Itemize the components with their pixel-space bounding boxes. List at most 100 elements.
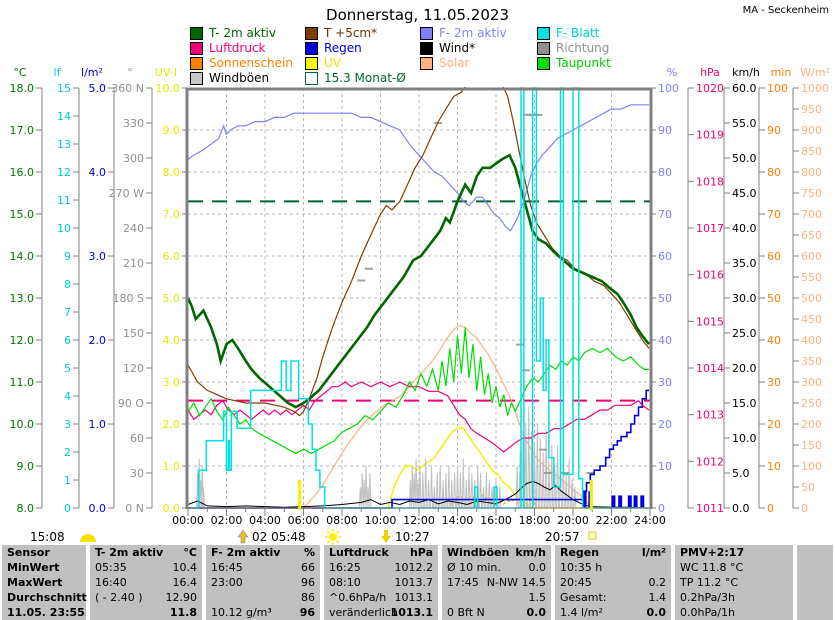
sun-moon-annotations: 15:08 02 05:48 10:27 20:57 — [30, 529, 597, 545]
svg-text:°: ° — [127, 66, 133, 79]
cell-value: 96 — [301, 576, 315, 589]
col-unit: % — [303, 546, 315, 559]
legend-item-solar: Solar — [420, 57, 470, 70]
svg-text:70: 70 — [767, 208, 781, 221]
svg-text:1019: 1019 — [696, 129, 724, 142]
legend-swatch — [420, 27, 433, 40]
legend-label: F- Blatt — [556, 26, 600, 40]
svg-text:1014: 1014 — [696, 362, 724, 375]
svg-text:13.0: 13.0 — [10, 292, 35, 305]
cell-text: ^0.6hPa/h — [329, 591, 387, 604]
legend-swatch — [190, 57, 203, 70]
x-axis: 00:00 02:00 04:00 06:00 08:00 10:00 12:00 14:00… — [172, 508, 666, 527]
svg-text:1012: 1012 — [696, 455, 724, 468]
svg-text:UV-I: UV-I — [155, 66, 177, 79]
cell-text: Ø 10 min. — [447, 561, 501, 574]
svg-text:20: 20 — [767, 418, 781, 431]
svg-text:00:00: 00:00 — [172, 514, 204, 527]
svg-text:4: 4 — [64, 390, 71, 403]
station-name: MA - Seckenheim — [742, 5, 829, 16]
axis-hPa: 1011 1012 1013 1014 1015 1016 1017 1018 1019 1020… — [687, 66, 724, 515]
svg-text:900: 900 — [801, 124, 822, 137]
series-luftdruck — [187, 381, 650, 453]
row-label: Sensor — [7, 546, 50, 559]
svg-text:W/m²: W/m² — [800, 66, 830, 79]
sunset-time: 20:57 — [545, 530, 580, 544]
legend-label: F- 2m aktiv — [439, 26, 507, 40]
col-unit: hPa — [409, 546, 433, 559]
svg-text:10.0: 10.0 — [10, 418, 35, 431]
sensor-summary-table: Sensor MinWert MaxWert Durchschnitt 11.05. 2… — [0, 545, 835, 620]
cell-value: 12.90 — [165, 591, 198, 604]
legend-swatch — [305, 57, 318, 70]
svg-text:25.0: 25.0 — [732, 327, 757, 340]
svg-text:1000: 1000 — [801, 82, 829, 95]
bottom-left-time: 15:08 — [30, 530, 65, 544]
legend-swatch — [305, 72, 318, 85]
svg-text:8.0: 8.0 — [17, 502, 35, 515]
svg-text:02:00: 02:00 — [211, 514, 243, 527]
svg-text:04:00: 04:00 — [249, 514, 281, 527]
svg-text:210: 210 — [123, 257, 144, 270]
sunset-marker — [589, 480, 593, 510]
svg-text:0.0: 0.0 — [732, 502, 750, 515]
svg-text:30: 30 — [658, 376, 672, 389]
svg-text:50: 50 — [767, 292, 781, 305]
legend-item-richtung: Richtung — [537, 42, 609, 55]
legend-item-luftdruck: Luftdruck — [190, 42, 266, 55]
svg-text:8: 8 — [64, 278, 71, 291]
svg-text:330: 330 — [123, 117, 144, 130]
table-col-t-2m: T- 2m aktiv °C 05:35 10.4 16:40 16.4 ( - 2.40 … — [90, 545, 202, 620]
legend-swatch — [190, 42, 203, 55]
svg-text:500: 500 — [801, 292, 822, 305]
svg-text:150: 150 — [801, 439, 822, 452]
svg-text:9.0: 9.0 — [163, 124, 181, 137]
cell-text: 05:35 — [95, 561, 127, 574]
col-header: T- 2m aktiv — [95, 546, 164, 559]
cell-value: 0.0 — [528, 561, 547, 574]
cell-value: 1012.2 — [394, 561, 434, 574]
svg-text:1.0: 1.0 — [89, 418, 107, 431]
svg-text:7.0: 7.0 — [163, 208, 181, 221]
cell-text: TP 11.2 °C — [680, 576, 739, 589]
svg-text:1: 1 — [64, 474, 71, 487]
row-label: MinWert — [7, 561, 60, 574]
svg-text:80: 80 — [658, 166, 672, 179]
svg-text:km/h: km/h — [732, 66, 760, 79]
cell-value: 1.4 — [648, 591, 667, 604]
svg-text:17.0: 17.0 — [10, 124, 35, 137]
svg-text:70: 70 — [658, 208, 672, 221]
cell-value: 0.0 — [526, 606, 547, 619]
legend-item-windb-en: Windböen — [190, 72, 269, 85]
svg-text:l/m²: l/m² — [81, 66, 103, 79]
cell-text: WC 11.8 °C — [680, 561, 744, 574]
svg-text:min: min — [771, 66, 792, 79]
svg-text:10.0: 10.0 — [156, 82, 181, 95]
series-t-2m-aktiv — [187, 153, 651, 409]
svg-text:50.0: 50.0 — [732, 152, 757, 165]
col-header: Regen — [560, 546, 600, 559]
svg-text:350: 350 — [801, 355, 822, 368]
legend-label: T +5cm* — [324, 26, 378, 40]
cell-value: 0.2 — [648, 576, 667, 589]
cell-value: 66 — [301, 561, 315, 574]
series-regen-summe — [188, 389, 649, 509]
svg-text:45.0: 45.0 — [732, 187, 757, 200]
axis-km/h: 0.0 5.0 10.0 15.0 20.0 25.0 30.0 35.0 40.0 45.0 50… — [723, 66, 760, 515]
svg-text:300: 300 — [801, 376, 822, 389]
legend-item-t-2m-aktiv: T- 2m aktiv — [190, 27, 276, 40]
cell-value: 0.0 — [646, 606, 667, 619]
legend-item-regen: Regen — [305, 42, 362, 55]
svg-text:100: 100 — [767, 82, 788, 95]
legend-swatch — [420, 42, 433, 55]
cell-value: 1013.1 — [394, 591, 434, 604]
svg-text:180 S: 180 S — [113, 292, 144, 305]
svg-text:16:00: 16:00 — [480, 514, 512, 527]
cell-text: 10.12 g/m³ — [211, 606, 272, 619]
table-col-f-2m: F- 2m aktiv% 16:45 66 23:00 96 86 10.12 g/m³ 96 — [206, 545, 320, 620]
svg-text:5.0: 5.0 — [732, 467, 750, 480]
svg-text:14.0: 14.0 — [10, 250, 35, 263]
legend-swatch — [190, 72, 203, 85]
legend-item-taupunkt: Taupunkt — [537, 57, 611, 70]
legend-item-wind-: Wind* — [420, 42, 475, 55]
